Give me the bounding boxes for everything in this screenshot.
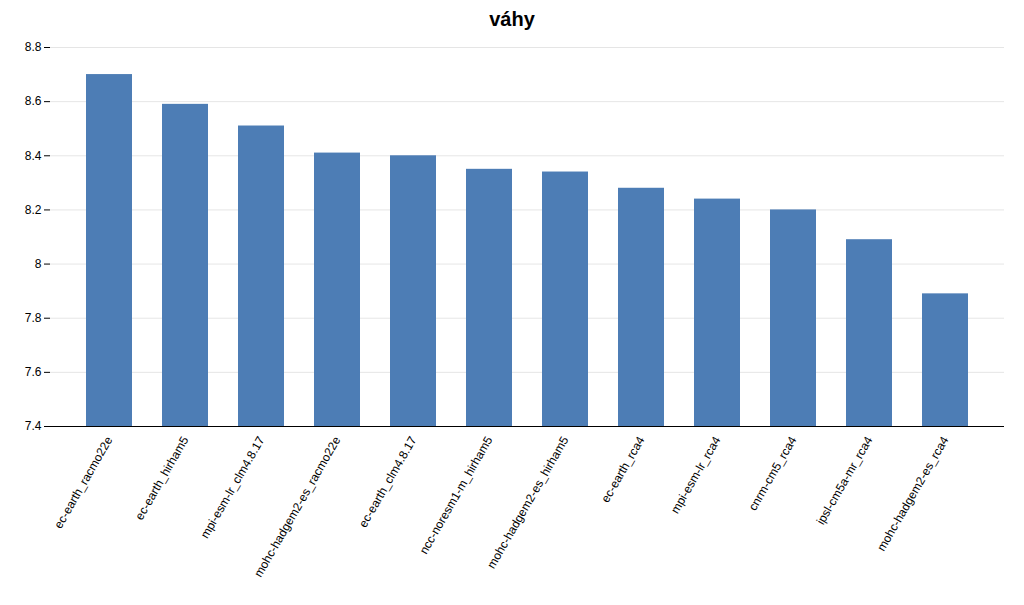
- svg-text:ipsl-cm5a-mr_rca4: ipsl-cm5a-mr_rca4: [814, 434, 876, 527]
- svg-text:ec-earth_hirham5: ec-earth_hirham5: [132, 434, 191, 523]
- svg-text:ncc-noresm1-m_hirham5: ncc-noresm1-m_hirham5: [417, 434, 496, 557]
- svg-text:8.6: 8.6: [25, 94, 42, 108]
- svg-text:7.4: 7.4: [25, 419, 42, 433]
- svg-text:7.8: 7.8: [25, 311, 42, 325]
- svg-text:mohc-hadgem2-es_hirham5: mohc-hadgem2-es_hirham5: [484, 434, 571, 571]
- svg-text:8.2: 8.2: [25, 203, 42, 217]
- svg-text:7.6: 7.6: [25, 365, 42, 379]
- svg-text:ec-earth_rca4: ec-earth_rca4: [598, 434, 647, 505]
- svg-text:mohc-hadgem2-es_racmo22e: mohc-hadgem2-es_racmo22e: [251, 434, 343, 580]
- svg-text:cnrm-cm5_rca4: cnrm-cm5_rca4: [746, 434, 800, 513]
- svg-text:ec-earth_racmo22e: ec-earth_racmo22e: [51, 434, 115, 531]
- html-text:váhy: váhy: [489, 8, 535, 30]
- svg-text:mpi-esm-lr_clm4.8.17: mpi-esm-lr_clm4.8.17: [198, 434, 268, 541]
- svg-text:8: 8: [35, 257, 42, 271]
- svg-text:8.8: 8.8: [25, 40, 42, 54]
- svg-text:8.4: 8.4: [25, 149, 42, 163]
- svg-text:mohc-hadgem2-es_rca4: mohc-hadgem2-es_rca4: [874, 434, 951, 554]
- svg-text:mpi-esm-lr_rca4: mpi-esm-lr_rca4: [668, 434, 724, 516]
- svg-text:ec-earth_clm4.8.17: ec-earth_clm4.8.17: [356, 434, 420, 530]
